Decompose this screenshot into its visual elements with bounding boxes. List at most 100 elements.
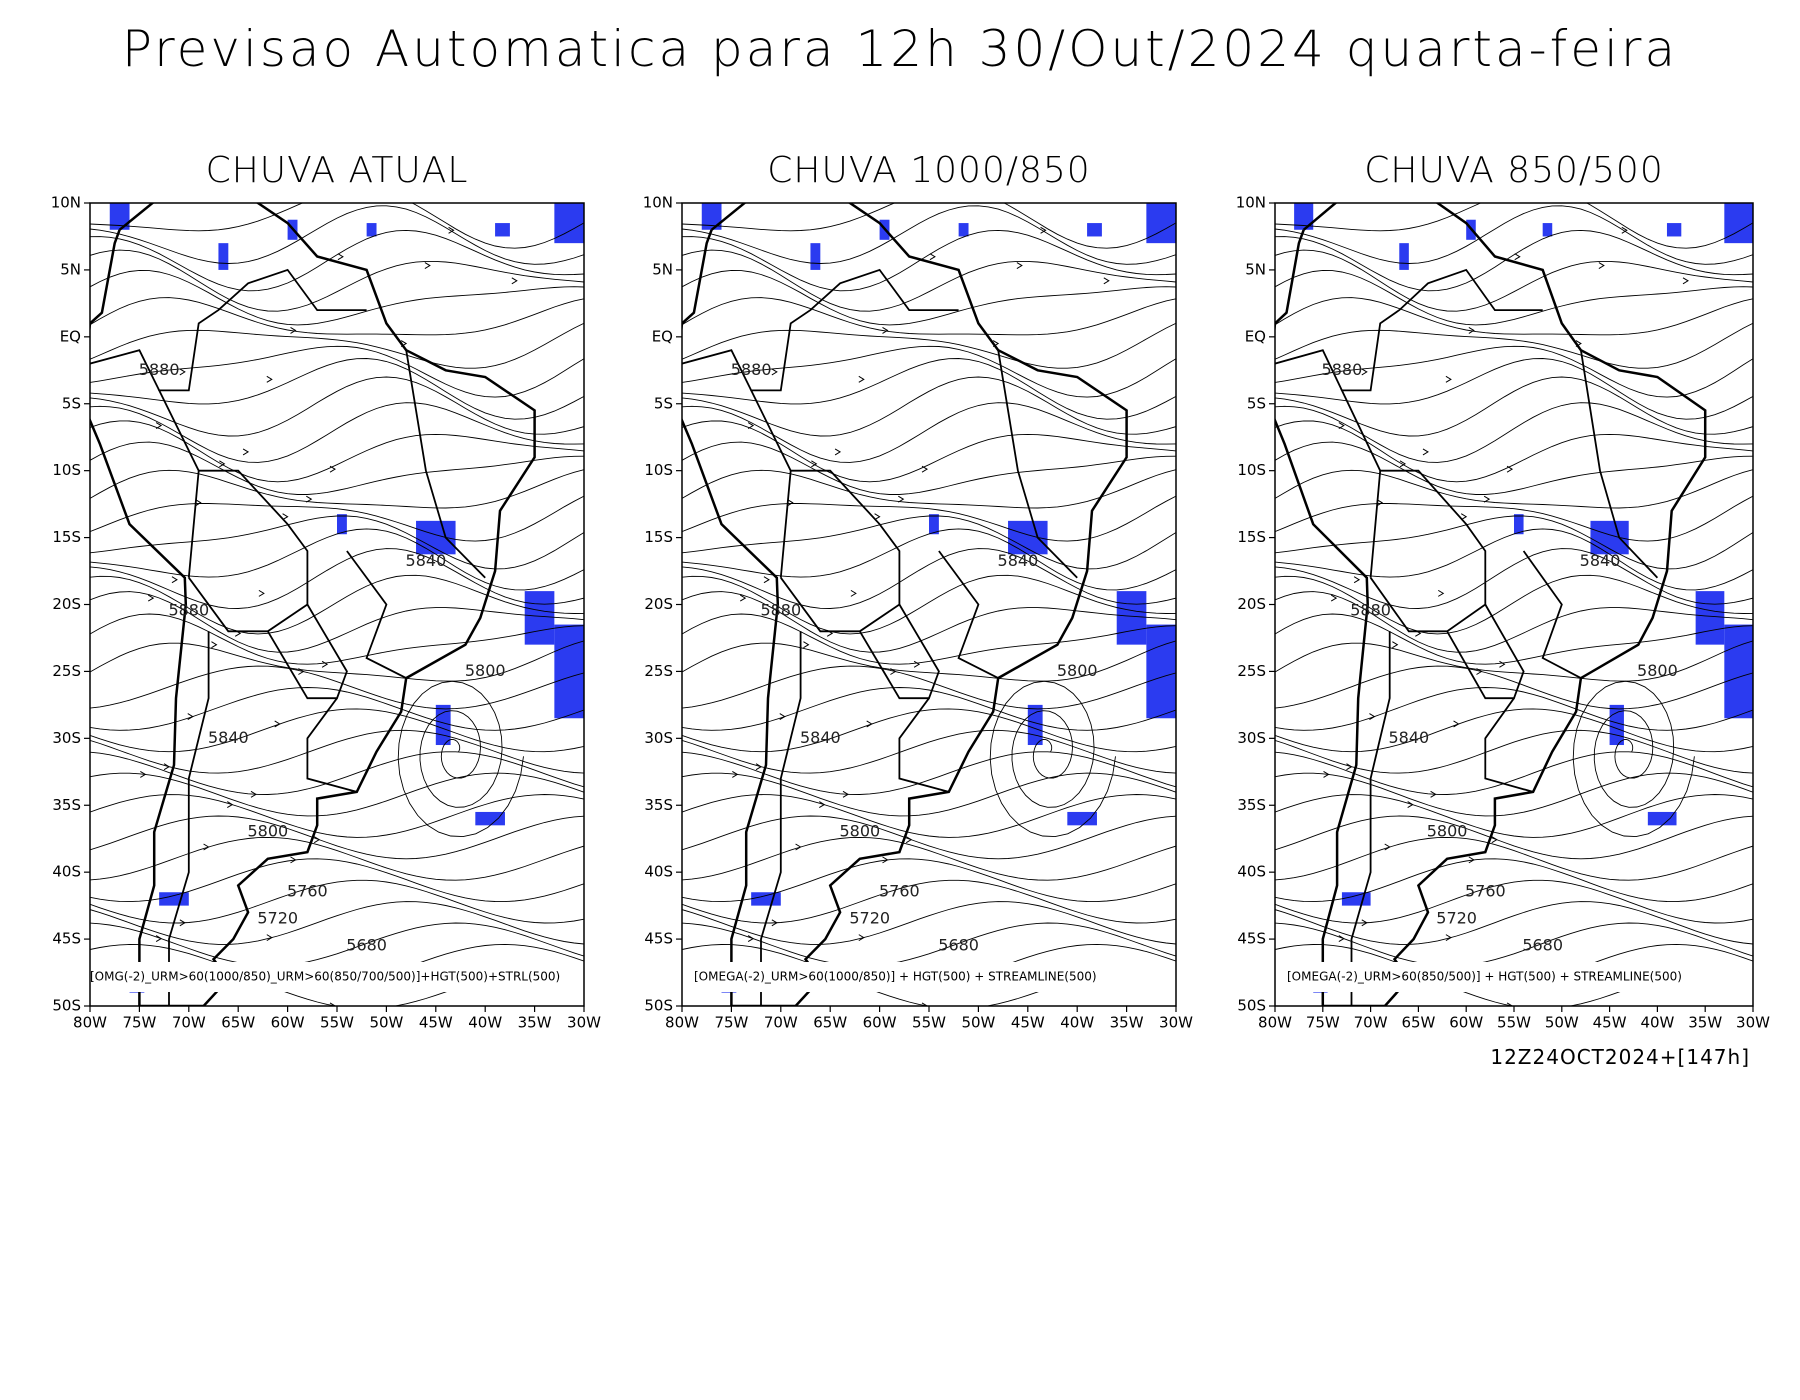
streamline xyxy=(682,901,1176,945)
rain-patch xyxy=(1146,624,1176,719)
stream-arrow xyxy=(321,660,329,668)
stream-arrow xyxy=(266,375,273,383)
stream-arrow xyxy=(195,499,202,507)
cyclone-streamline xyxy=(989,680,1116,838)
stream-arrow xyxy=(242,448,250,456)
lon-label: 40W xyxy=(1060,1014,1094,1032)
lat-label: 45S xyxy=(52,930,81,948)
streamline xyxy=(682,922,1176,967)
lat-label: 15S xyxy=(1237,528,1266,546)
stream-arrow xyxy=(171,576,178,584)
rain-patch xyxy=(1514,514,1524,535)
lon-label: 40W xyxy=(1640,1014,1674,1032)
lon-label: 60W xyxy=(271,1014,305,1032)
stream-arrow xyxy=(929,253,936,261)
lon-label: 35W xyxy=(518,1014,552,1032)
streamline xyxy=(682,203,1176,249)
stream-arrow xyxy=(203,843,210,851)
stream-arrow xyxy=(1445,375,1452,383)
streamline xyxy=(1275,815,1753,860)
lon-label: 55W xyxy=(912,1014,946,1032)
streamline xyxy=(90,640,584,682)
streamline xyxy=(90,815,584,860)
streamline xyxy=(1275,687,1753,731)
stream-arrow xyxy=(1392,641,1399,649)
rain-patch xyxy=(1027,704,1043,746)
lon-label: 70W xyxy=(172,1014,206,1032)
streamline xyxy=(90,441,584,495)
rain-patch xyxy=(1647,811,1677,826)
stream-arrow xyxy=(1407,801,1414,809)
run-info: 12Z24OCT2024+[147h] xyxy=(1490,1045,1750,1069)
contour-label: 5840 xyxy=(208,728,249,747)
streamline xyxy=(682,528,1176,591)
streamline xyxy=(1275,879,1753,924)
stream-arrow xyxy=(1538,195,1543,201)
caption-bg xyxy=(682,962,1176,992)
lon-label: 35W xyxy=(1110,1014,1144,1032)
lat-label: EQ xyxy=(1245,327,1266,345)
stream-arrow xyxy=(866,720,873,728)
streamline xyxy=(90,205,584,265)
streamline xyxy=(682,548,1176,609)
streamline xyxy=(682,574,1176,635)
lat-label: 5S xyxy=(62,394,81,412)
contour-label: 5760 xyxy=(1465,882,1506,901)
border xyxy=(157,268,367,578)
contour-label: 5880 xyxy=(168,601,209,620)
streamline xyxy=(90,229,584,292)
rain-patch xyxy=(524,591,555,645)
lat-label: 10S xyxy=(52,461,81,479)
coastline xyxy=(90,203,536,1006)
streamline xyxy=(1275,345,1753,398)
stream-arrow xyxy=(179,919,186,927)
stream-arrow xyxy=(842,790,849,798)
streamline xyxy=(682,687,1176,731)
map-area: 5880 5840 5880 5800 5840 5800 5760 5720 5680 [OME… xyxy=(682,203,1176,1006)
stream-arrow xyxy=(763,576,770,584)
stream-arrow xyxy=(1621,226,1628,234)
stream-arrow xyxy=(755,763,763,771)
border xyxy=(1275,349,1343,391)
streamline xyxy=(90,901,584,945)
stream-arrow xyxy=(1514,253,1521,261)
stream-arrow xyxy=(1491,836,1498,844)
streamline xyxy=(90,772,584,817)
stream-arrow xyxy=(140,770,147,778)
lon-label: 45W xyxy=(1593,1014,1627,1032)
contour-label: 5840 xyxy=(1580,551,1621,570)
streamline xyxy=(682,441,1176,495)
rain-patch xyxy=(1294,203,1314,230)
streamline xyxy=(1275,205,1753,265)
stream-arrow xyxy=(1353,576,1361,584)
lon-label: 35W xyxy=(1688,1014,1722,1032)
lon-label: 45W xyxy=(419,1014,453,1032)
stream-arrow xyxy=(858,375,865,383)
lat-label: 15S xyxy=(52,528,81,546)
border xyxy=(1369,469,1487,633)
rain-patch xyxy=(159,892,189,906)
stream-arrow xyxy=(739,594,747,602)
lat-label: 45S xyxy=(644,930,673,948)
lon-label: 65W xyxy=(813,1014,847,1032)
lat-label: 15S xyxy=(644,528,673,546)
streamline xyxy=(90,358,584,420)
contour-label: 5800 xyxy=(1057,661,1098,680)
rain-patch xyxy=(1146,203,1176,244)
stream-arrow xyxy=(179,368,186,376)
rain-patch xyxy=(435,704,451,746)
streamline xyxy=(1275,772,1753,817)
caption-bg xyxy=(90,962,584,992)
rain-patch xyxy=(701,203,722,230)
stream-arrow xyxy=(282,513,289,521)
rain-patch xyxy=(109,203,130,230)
border xyxy=(780,469,901,633)
lon-label: 30W xyxy=(1159,1014,1193,1032)
stream-arrow xyxy=(1598,262,1605,269)
streamline xyxy=(682,269,1176,326)
stream-arrow xyxy=(1483,495,1491,503)
lat-label: 20S xyxy=(1237,595,1266,613)
streamline xyxy=(90,402,584,463)
stream-arrow xyxy=(905,836,913,844)
